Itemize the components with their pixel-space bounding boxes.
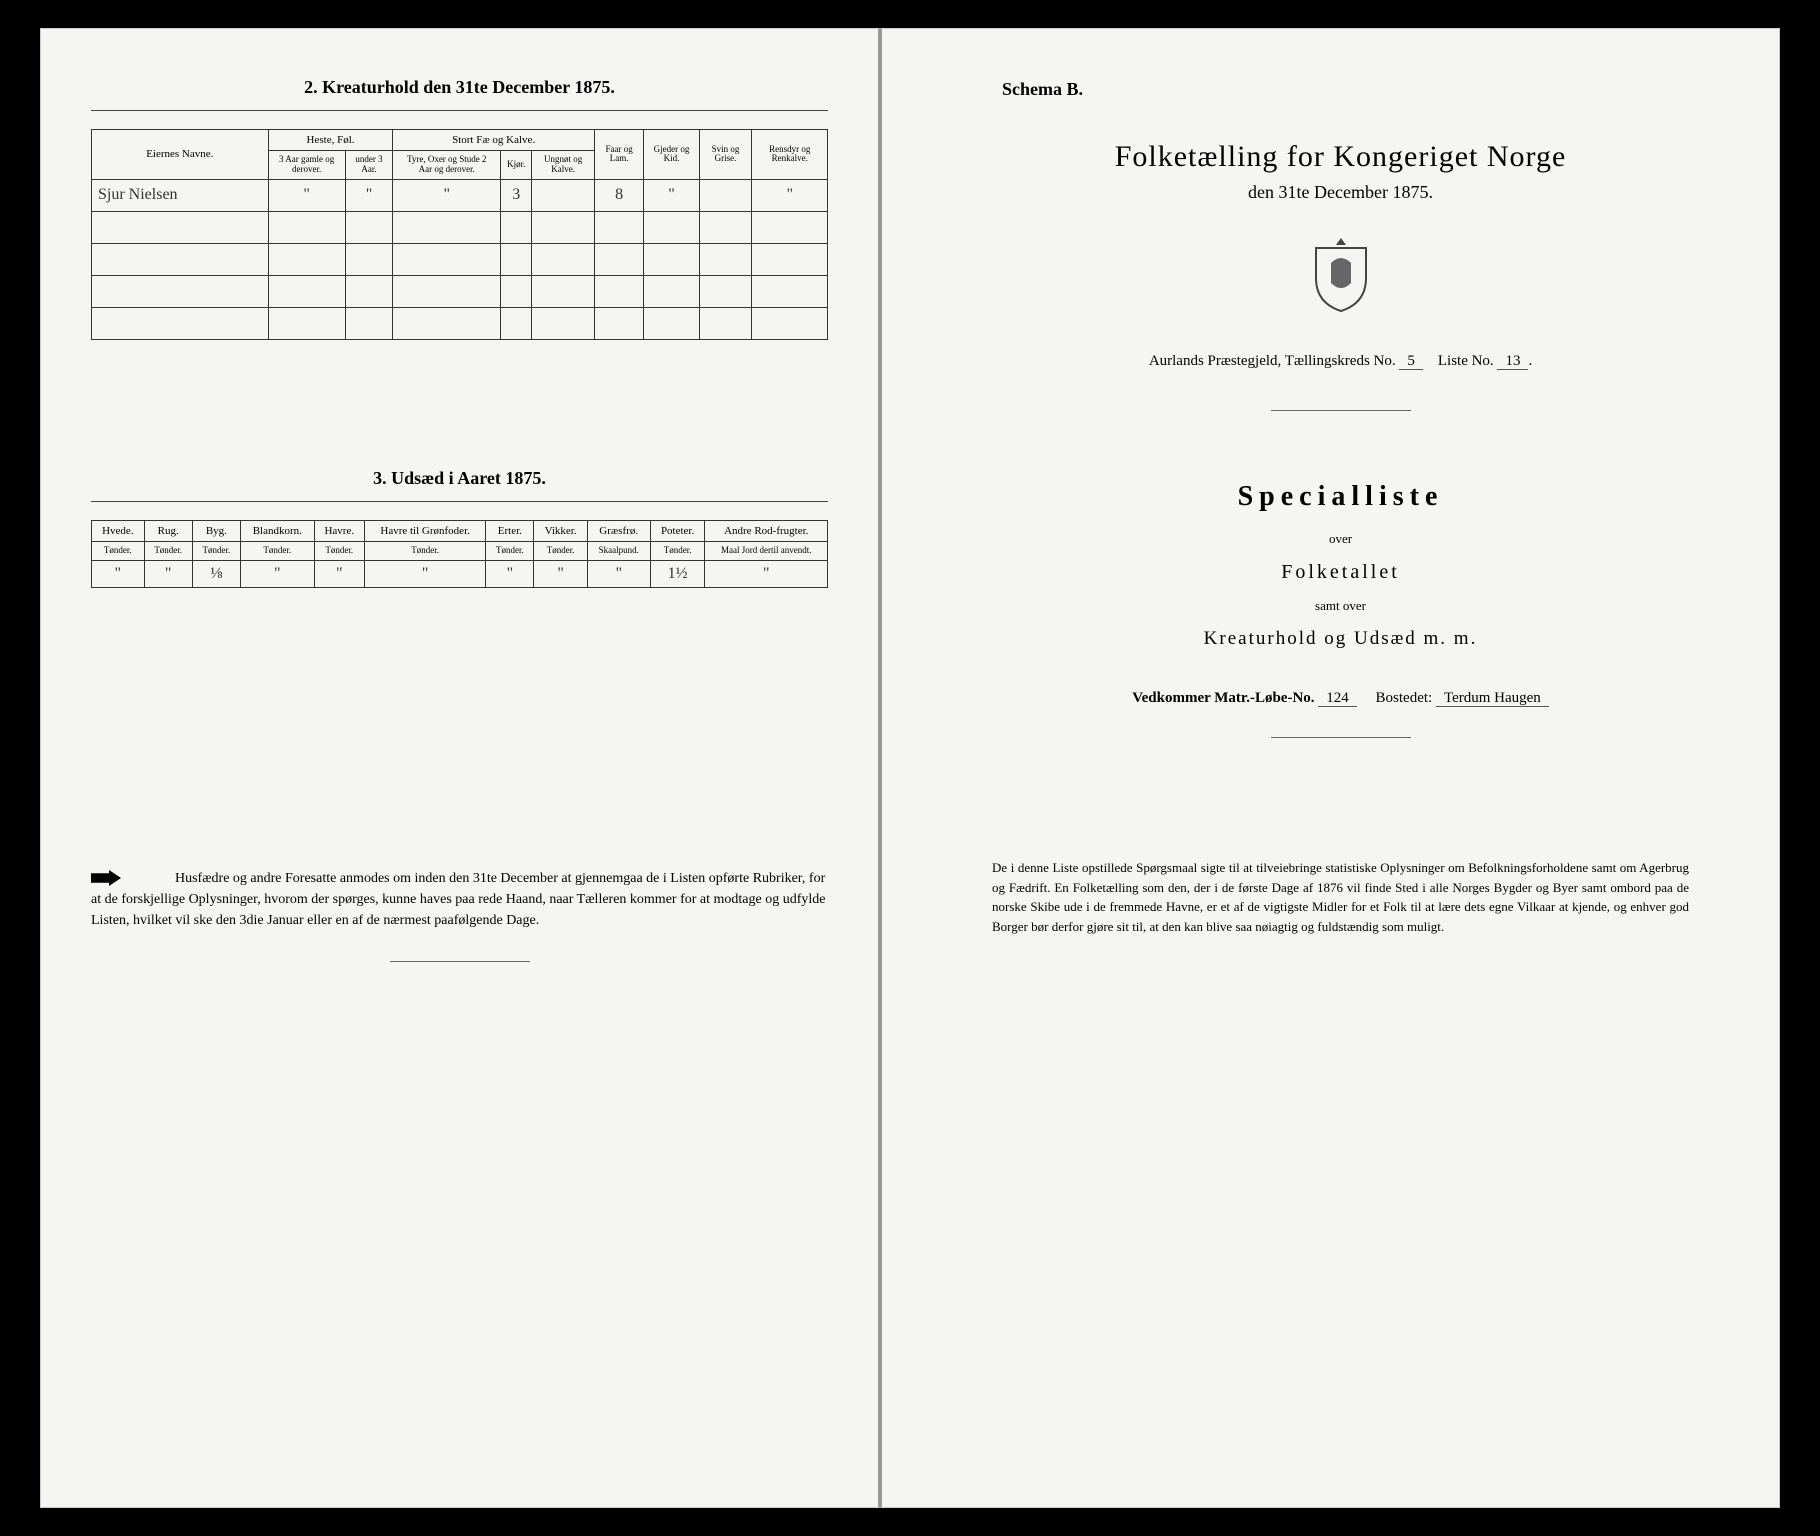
col-heste-a: 3 Aar gamle og derover. xyxy=(268,151,345,180)
vedk-label: Vedkommer Matr.-Løbe-No. xyxy=(1132,690,1314,706)
cell: " xyxy=(92,560,145,587)
table-row xyxy=(92,211,828,243)
cell: " xyxy=(314,560,364,587)
table-row xyxy=(92,275,828,307)
pointer-icon xyxy=(91,870,121,886)
cell xyxy=(699,179,752,211)
col-rensdyr: Rensdyr og Renkalve. xyxy=(752,130,828,180)
right-page: Schema B. Folketælling for Kongeriget No… xyxy=(880,28,1780,1508)
cell: " xyxy=(752,179,828,211)
header-row: Hvede. Rug. Byg. Blandkorn. Havre. Havre… xyxy=(92,520,828,541)
divider xyxy=(1271,410,1411,411)
cell: 8 xyxy=(594,179,644,211)
rule xyxy=(91,501,828,502)
unit-row: Tønder. Tønder. Tønder. Tønder. Tønder. … xyxy=(92,541,828,560)
folketallet: Folketallet xyxy=(972,561,1709,584)
vedkommer-line: Vedkommer Matr.-Løbe-No. 124 Bostedet: T… xyxy=(972,690,1709,707)
unit: Tønder. xyxy=(486,541,534,560)
col: Hvede. xyxy=(92,520,145,541)
liste-no: 13 xyxy=(1497,353,1528,370)
col-svin: Svin og Grise. xyxy=(699,130,752,180)
cell: " xyxy=(486,560,534,587)
table-row: " " ⅛ " " " " " " 1½ " xyxy=(92,560,828,587)
cell: " xyxy=(534,560,587,587)
col: Rug. xyxy=(144,520,192,541)
bostedet: Terdum Haugen xyxy=(1436,690,1549,707)
col: Blandkorn. xyxy=(241,520,315,541)
cell: " xyxy=(144,560,192,587)
cell: " xyxy=(365,560,486,587)
main-title: Folketælling for Kongeriget Norge xyxy=(972,140,1709,174)
bostedet-label: Bostedet: xyxy=(1376,690,1433,706)
unit: Tønder. xyxy=(314,541,364,560)
book-spread: 2. Kreaturhold den 31te December 1875. E… xyxy=(40,28,1780,1508)
district-prefix: Aurlands Præstegjeld, Tællingskreds No. xyxy=(1149,353,1396,369)
kreatur-line: Kreaturhold og Udsæd m. m. xyxy=(972,628,1709,650)
col: Havre til Grønfoder. xyxy=(365,520,486,541)
col-stort-group: Stort Fæ og Kalve. xyxy=(393,130,594,151)
district-line: Aurlands Præstegjeld, Tællingskreds No. … xyxy=(972,353,1709,370)
udsaed-table: Hvede. Rug. Byg. Blandkorn. Havre. Havre… xyxy=(91,520,828,588)
col-owner: Eiernes Navne. xyxy=(92,130,269,180)
col-gjeder: Gjeder og Kid. xyxy=(644,130,699,180)
unit: Tønder. xyxy=(192,541,240,560)
unit: Maal Jord dertil anvendt. xyxy=(705,541,828,560)
cell: " xyxy=(268,179,345,211)
cell xyxy=(532,179,595,211)
unit: Tønder. xyxy=(144,541,192,560)
cell: " xyxy=(393,179,501,211)
divider xyxy=(1271,737,1411,738)
col-heste-b: under 3 Aar. xyxy=(345,151,393,180)
cell: " xyxy=(587,560,650,587)
cell-owner: Sjur Nielsen xyxy=(92,179,269,211)
cell: ⅛ xyxy=(192,560,240,587)
kreaturhold-table: Eiernes Navne. Heste, Føl. Stort Fæ og K… xyxy=(91,129,828,340)
unit: Tønder. xyxy=(92,541,145,560)
notice-text: Husfædre og andre Foresatte anmodes om i… xyxy=(91,871,825,928)
unit: Tønder. xyxy=(365,541,486,560)
matr-no: 124 xyxy=(1318,690,1357,707)
sub-title: den 31te December 1875. xyxy=(972,182,1709,203)
table-row xyxy=(92,307,828,339)
cell: " xyxy=(705,560,828,587)
col-heste-group: Heste, Føl. xyxy=(268,130,393,151)
cell: 3 xyxy=(501,179,532,211)
liste-label: Liste No. xyxy=(1438,353,1494,369)
samt-label: samt over xyxy=(972,598,1709,614)
section3-title: 3. Udsæd i Aaret 1875. xyxy=(91,468,828,489)
divider xyxy=(390,961,530,962)
col: Poteter. xyxy=(650,520,705,541)
coat-of-arms-icon xyxy=(1306,233,1376,313)
bottom-paragraph: De i denne Liste opstillede Spørgsmaal s… xyxy=(992,858,1689,936)
cell: " xyxy=(241,560,315,587)
cell: " xyxy=(644,179,699,211)
table-row xyxy=(92,243,828,275)
unit: Tønder. xyxy=(241,541,315,560)
col: Andre Rod-frugter. xyxy=(705,520,828,541)
table-row: Sjur Nielsen " " " 3 8 " " xyxy=(92,179,828,211)
col-faar: Faar og Lam. xyxy=(594,130,644,180)
col-stort-b: Kjør. xyxy=(501,151,532,180)
specialliste: Specialliste xyxy=(972,481,1709,513)
cell: 1½ xyxy=(650,560,705,587)
left-page: 2. Kreaturhold den 31te December 1875. E… xyxy=(40,28,880,1508)
unit: Skaalpund. xyxy=(587,541,650,560)
notice-block: Husfædre og andre Foresatte anmodes om i… xyxy=(91,868,828,931)
col: Erter. xyxy=(486,520,534,541)
col-stort-a: Tyre, Oxer og Stude 2 Aar og derover. xyxy=(393,151,501,180)
rule xyxy=(91,110,828,111)
schema-label: Schema B. xyxy=(1002,79,1709,100)
col: Havre. xyxy=(314,520,364,541)
col: Vikker. xyxy=(534,520,587,541)
unit: Tønder. xyxy=(534,541,587,560)
section2-title: 2. Kreaturhold den 31te December 1875. xyxy=(91,77,828,98)
unit: Tønder. xyxy=(650,541,705,560)
col-stort-c: Ungnøt og Kalve. xyxy=(532,151,595,180)
over-label: over xyxy=(972,531,1709,547)
cell: " xyxy=(345,179,393,211)
col: Byg. xyxy=(192,520,240,541)
col: Græsfrø. xyxy=(587,520,650,541)
kreds-no: 5 xyxy=(1399,353,1423,370)
